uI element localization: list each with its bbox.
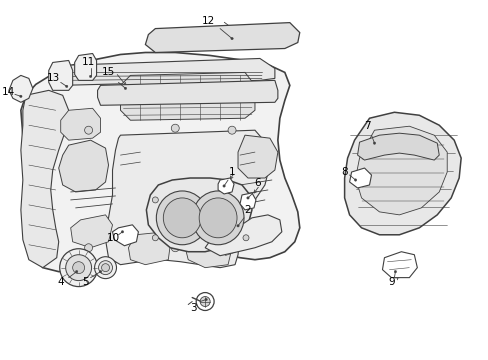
Ellipse shape [199, 198, 237, 238]
Polygon shape [105, 130, 269, 268]
Polygon shape [120, 72, 254, 120]
Ellipse shape [65, 255, 91, 280]
Circle shape [65, 85, 68, 87]
Circle shape [227, 126, 236, 134]
Polygon shape [205, 215, 281, 256]
Text: 11: 11 [82, 58, 95, 67]
Circle shape [372, 142, 375, 144]
Circle shape [236, 225, 239, 227]
Circle shape [171, 124, 179, 132]
Circle shape [102, 264, 109, 272]
Polygon shape [112, 225, 138, 246]
Circle shape [230, 37, 233, 40]
Circle shape [73, 262, 84, 274]
Text: 6: 6 [254, 178, 261, 188]
Ellipse shape [60, 249, 98, 287]
Text: 1: 1 [228, 167, 235, 177]
Polygon shape [59, 140, 108, 192]
Text: 7: 7 [364, 121, 370, 131]
Text: 2: 2 [244, 205, 251, 215]
Polygon shape [61, 108, 101, 140]
Polygon shape [240, 193, 255, 210]
Ellipse shape [94, 257, 116, 279]
Circle shape [200, 297, 210, 306]
Circle shape [152, 235, 158, 241]
Circle shape [393, 270, 396, 273]
Circle shape [75, 270, 78, 273]
Polygon shape [218, 178, 234, 194]
Text: 12: 12 [201, 15, 214, 26]
Polygon shape [21, 90, 68, 268]
Circle shape [204, 298, 207, 301]
Polygon shape [98, 80, 277, 105]
Text: 5: 5 [82, 276, 89, 287]
Text: 8: 8 [341, 167, 347, 177]
Text: 4: 4 [57, 276, 64, 287]
Polygon shape [9, 75, 33, 102]
Text: 10: 10 [107, 233, 120, 243]
Ellipse shape [156, 191, 208, 245]
Circle shape [243, 235, 248, 241]
Circle shape [243, 197, 248, 203]
Text: 14: 14 [2, 87, 16, 97]
Polygon shape [51, 58, 274, 85]
Circle shape [246, 197, 249, 199]
Polygon shape [49, 60, 73, 90]
Polygon shape [75, 54, 96, 80]
Circle shape [84, 126, 92, 134]
Circle shape [152, 197, 158, 203]
Polygon shape [145, 23, 299, 53]
Circle shape [354, 179, 356, 181]
Polygon shape [344, 112, 460, 235]
Ellipse shape [99, 261, 112, 275]
Polygon shape [349, 168, 371, 188]
Circle shape [99, 270, 102, 273]
Polygon shape [146, 178, 251, 252]
Text: 13: 13 [47, 73, 60, 84]
Polygon shape [382, 252, 416, 278]
Polygon shape [185, 232, 232, 268]
Polygon shape [357, 133, 438, 160]
Circle shape [223, 185, 225, 187]
Polygon shape [71, 215, 112, 248]
Circle shape [124, 87, 126, 90]
Polygon shape [238, 135, 277, 178]
Circle shape [171, 244, 179, 252]
Text: 3: 3 [189, 302, 196, 312]
Text: 15: 15 [102, 67, 115, 77]
Circle shape [89, 75, 92, 78]
Polygon shape [21, 53, 299, 272]
Circle shape [84, 244, 92, 252]
Ellipse shape [192, 191, 244, 245]
Ellipse shape [163, 198, 201, 238]
Circle shape [20, 95, 22, 98]
Text: 9: 9 [387, 276, 394, 287]
Circle shape [121, 231, 123, 233]
Polygon shape [128, 232, 170, 265]
Polygon shape [355, 126, 447, 215]
Circle shape [196, 293, 214, 310]
